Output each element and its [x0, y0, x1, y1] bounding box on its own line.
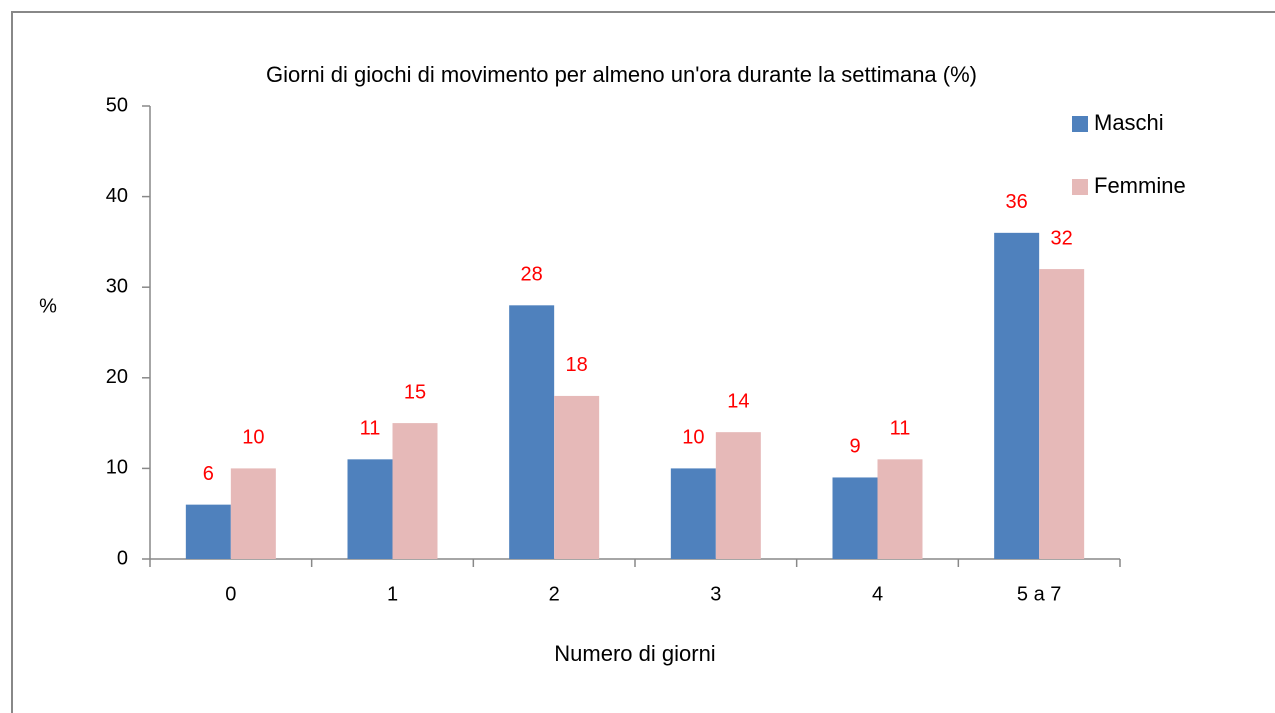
bar — [509, 305, 555, 559]
x-tick-label: 5 a 7 — [1017, 583, 1061, 605]
bar — [347, 459, 393, 559]
bar — [877, 459, 923, 559]
bar — [832, 477, 878, 559]
bar — [670, 468, 716, 559]
bar — [392, 423, 438, 559]
x-tick-label: 3 — [710, 583, 721, 605]
y-tick-label: 10 — [106, 457, 128, 479]
legend-label: Maschi — [1094, 110, 1164, 135]
value-label: 32 — [1051, 227, 1073, 249]
value-label: 6 — [203, 463, 214, 485]
bar — [230, 468, 276, 559]
y-tick-label: 20 — [106, 366, 128, 388]
value-label: 18 — [566, 354, 588, 376]
value-label: 15 — [404, 381, 426, 403]
value-label: 11 — [360, 418, 381, 440]
legend-swatch — [1072, 179, 1088, 195]
legend-swatch — [1072, 116, 1088, 132]
value-label: 11 — [890, 418, 911, 440]
bar — [185, 504, 231, 559]
bar — [554, 395, 600, 559]
bar — [1039, 269, 1085, 559]
x-tick-label: 1 — [387, 583, 398, 605]
value-label: 10 — [242, 427, 264, 449]
value-label: 28 — [521, 264, 543, 286]
chart-title: Giorni di giochi di movimento per almeno… — [266, 62, 977, 87]
value-label: 10 — [682, 427, 704, 449]
y-tick-label: 0 — [117, 547, 128, 569]
legend-label: Femmine — [1094, 173, 1186, 198]
bar — [994, 232, 1040, 559]
x-tick-label: 2 — [549, 583, 560, 605]
value-label: 9 — [849, 436, 860, 458]
y-tick-label: 50 — [106, 94, 128, 116]
y-tick-label: 40 — [106, 185, 128, 207]
x-axis-label: Numero di giorni — [554, 641, 715, 666]
chart-frame — [11, 11, 1275, 713]
value-label: 14 — [727, 390, 749, 412]
y-tick-label: 30 — [106, 275, 128, 297]
y-axis-label: % — [39, 295, 57, 317]
x-tick-label: 4 — [872, 583, 883, 605]
bar — [715, 432, 761, 559]
x-tick-label: 0 — [225, 583, 236, 605]
value-label: 36 — [1006, 191, 1028, 213]
